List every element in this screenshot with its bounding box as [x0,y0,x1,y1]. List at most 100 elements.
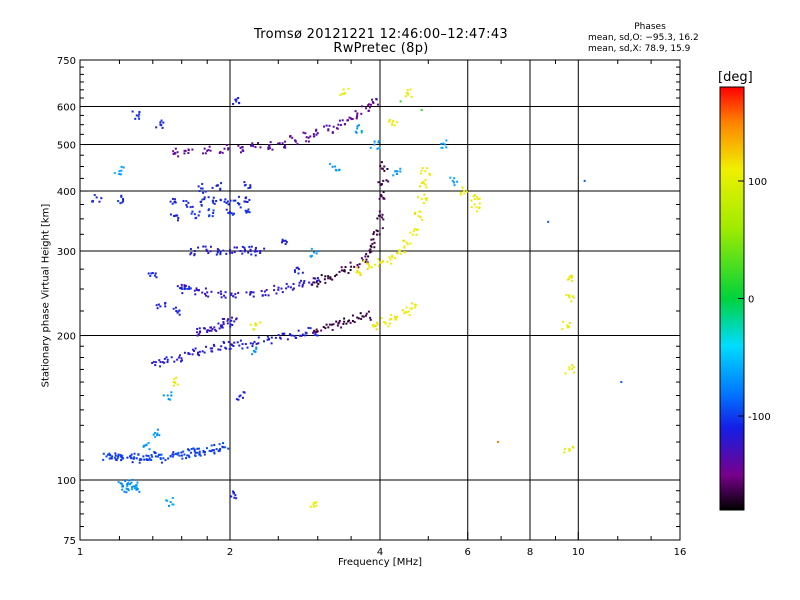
data-point [196,334,199,337]
data-point [322,325,325,328]
data-point [238,195,241,198]
data-point [566,326,569,329]
data-point [376,103,379,106]
data-point [309,505,312,508]
data-point [213,344,216,347]
data-point [249,323,252,326]
data-point [315,128,318,131]
data-point [121,457,124,460]
data-point [227,318,230,321]
data-point [149,274,152,277]
data-point [152,433,155,436]
data-point [443,143,446,146]
data-point [224,446,227,449]
data-point [227,447,230,450]
data-point [356,316,359,319]
data-point [211,186,214,189]
data-point [367,310,370,313]
data-point [174,306,177,309]
data-point [323,278,326,281]
data-point [173,378,176,381]
data-point [208,208,211,211]
data-point [121,488,124,491]
data-point [243,391,246,394]
data-point [156,455,159,458]
data-point [204,287,207,290]
data-point [421,167,424,170]
data-point [424,170,427,173]
data-point [300,279,303,282]
data-point [255,347,258,350]
data-point [194,347,197,350]
data-point [331,328,334,331]
data-point [369,248,372,251]
data-point [219,187,222,190]
data-point [229,250,231,253]
data-point [296,143,299,146]
data-point [174,382,177,385]
data-point [171,197,174,200]
data-point [207,196,210,199]
data-point [402,239,405,242]
data-point [359,274,362,277]
data-point [315,281,318,284]
data-point [347,272,350,275]
data-point [357,124,360,127]
data-point [281,291,284,294]
data-point [389,258,392,261]
data-point [221,326,224,329]
data-point [331,165,334,168]
data-point [197,185,200,188]
data-point [371,242,374,245]
data-point [135,486,138,489]
data-point [282,333,285,336]
data-point [372,325,375,328]
data-point [119,482,122,485]
data-point [374,263,377,266]
data-point [219,253,222,256]
data-point [301,285,304,288]
data-point [217,291,220,294]
x-tick-label: 10 [572,547,585,558]
data-point [120,165,123,168]
data-point [568,368,571,371]
data-point [403,246,406,249]
data-point [166,360,169,363]
data-point [351,314,354,317]
data-point [268,147,271,150]
data-point [224,296,227,299]
data-point [208,329,211,332]
data-point [231,213,234,216]
data-point [405,241,408,244]
data-point [179,287,182,290]
data-point [476,198,479,201]
data-point [225,347,228,350]
data-point [212,343,215,346]
data-point [170,391,173,394]
data-point [213,452,216,455]
data-point [202,152,205,155]
y-axis-label: Stationary phase Virtual Height [km] [40,203,52,388]
data-point [284,243,287,246]
data-point [170,394,173,397]
data-point [453,181,456,184]
data-point [380,195,383,198]
data-point [244,248,247,251]
data-point [161,126,164,129]
data-point [281,239,284,242]
data-point [120,195,123,198]
data-point [344,266,347,269]
data-point [133,487,136,490]
data-point [472,195,475,198]
data-point [391,123,394,126]
data-point [366,261,369,264]
data-point [195,287,198,290]
data-point [349,269,352,272]
data-point [198,450,201,453]
data-point [193,450,196,453]
data-point [282,146,285,149]
data-point [379,214,381,217]
data-point [131,461,134,464]
data-point [337,123,340,126]
